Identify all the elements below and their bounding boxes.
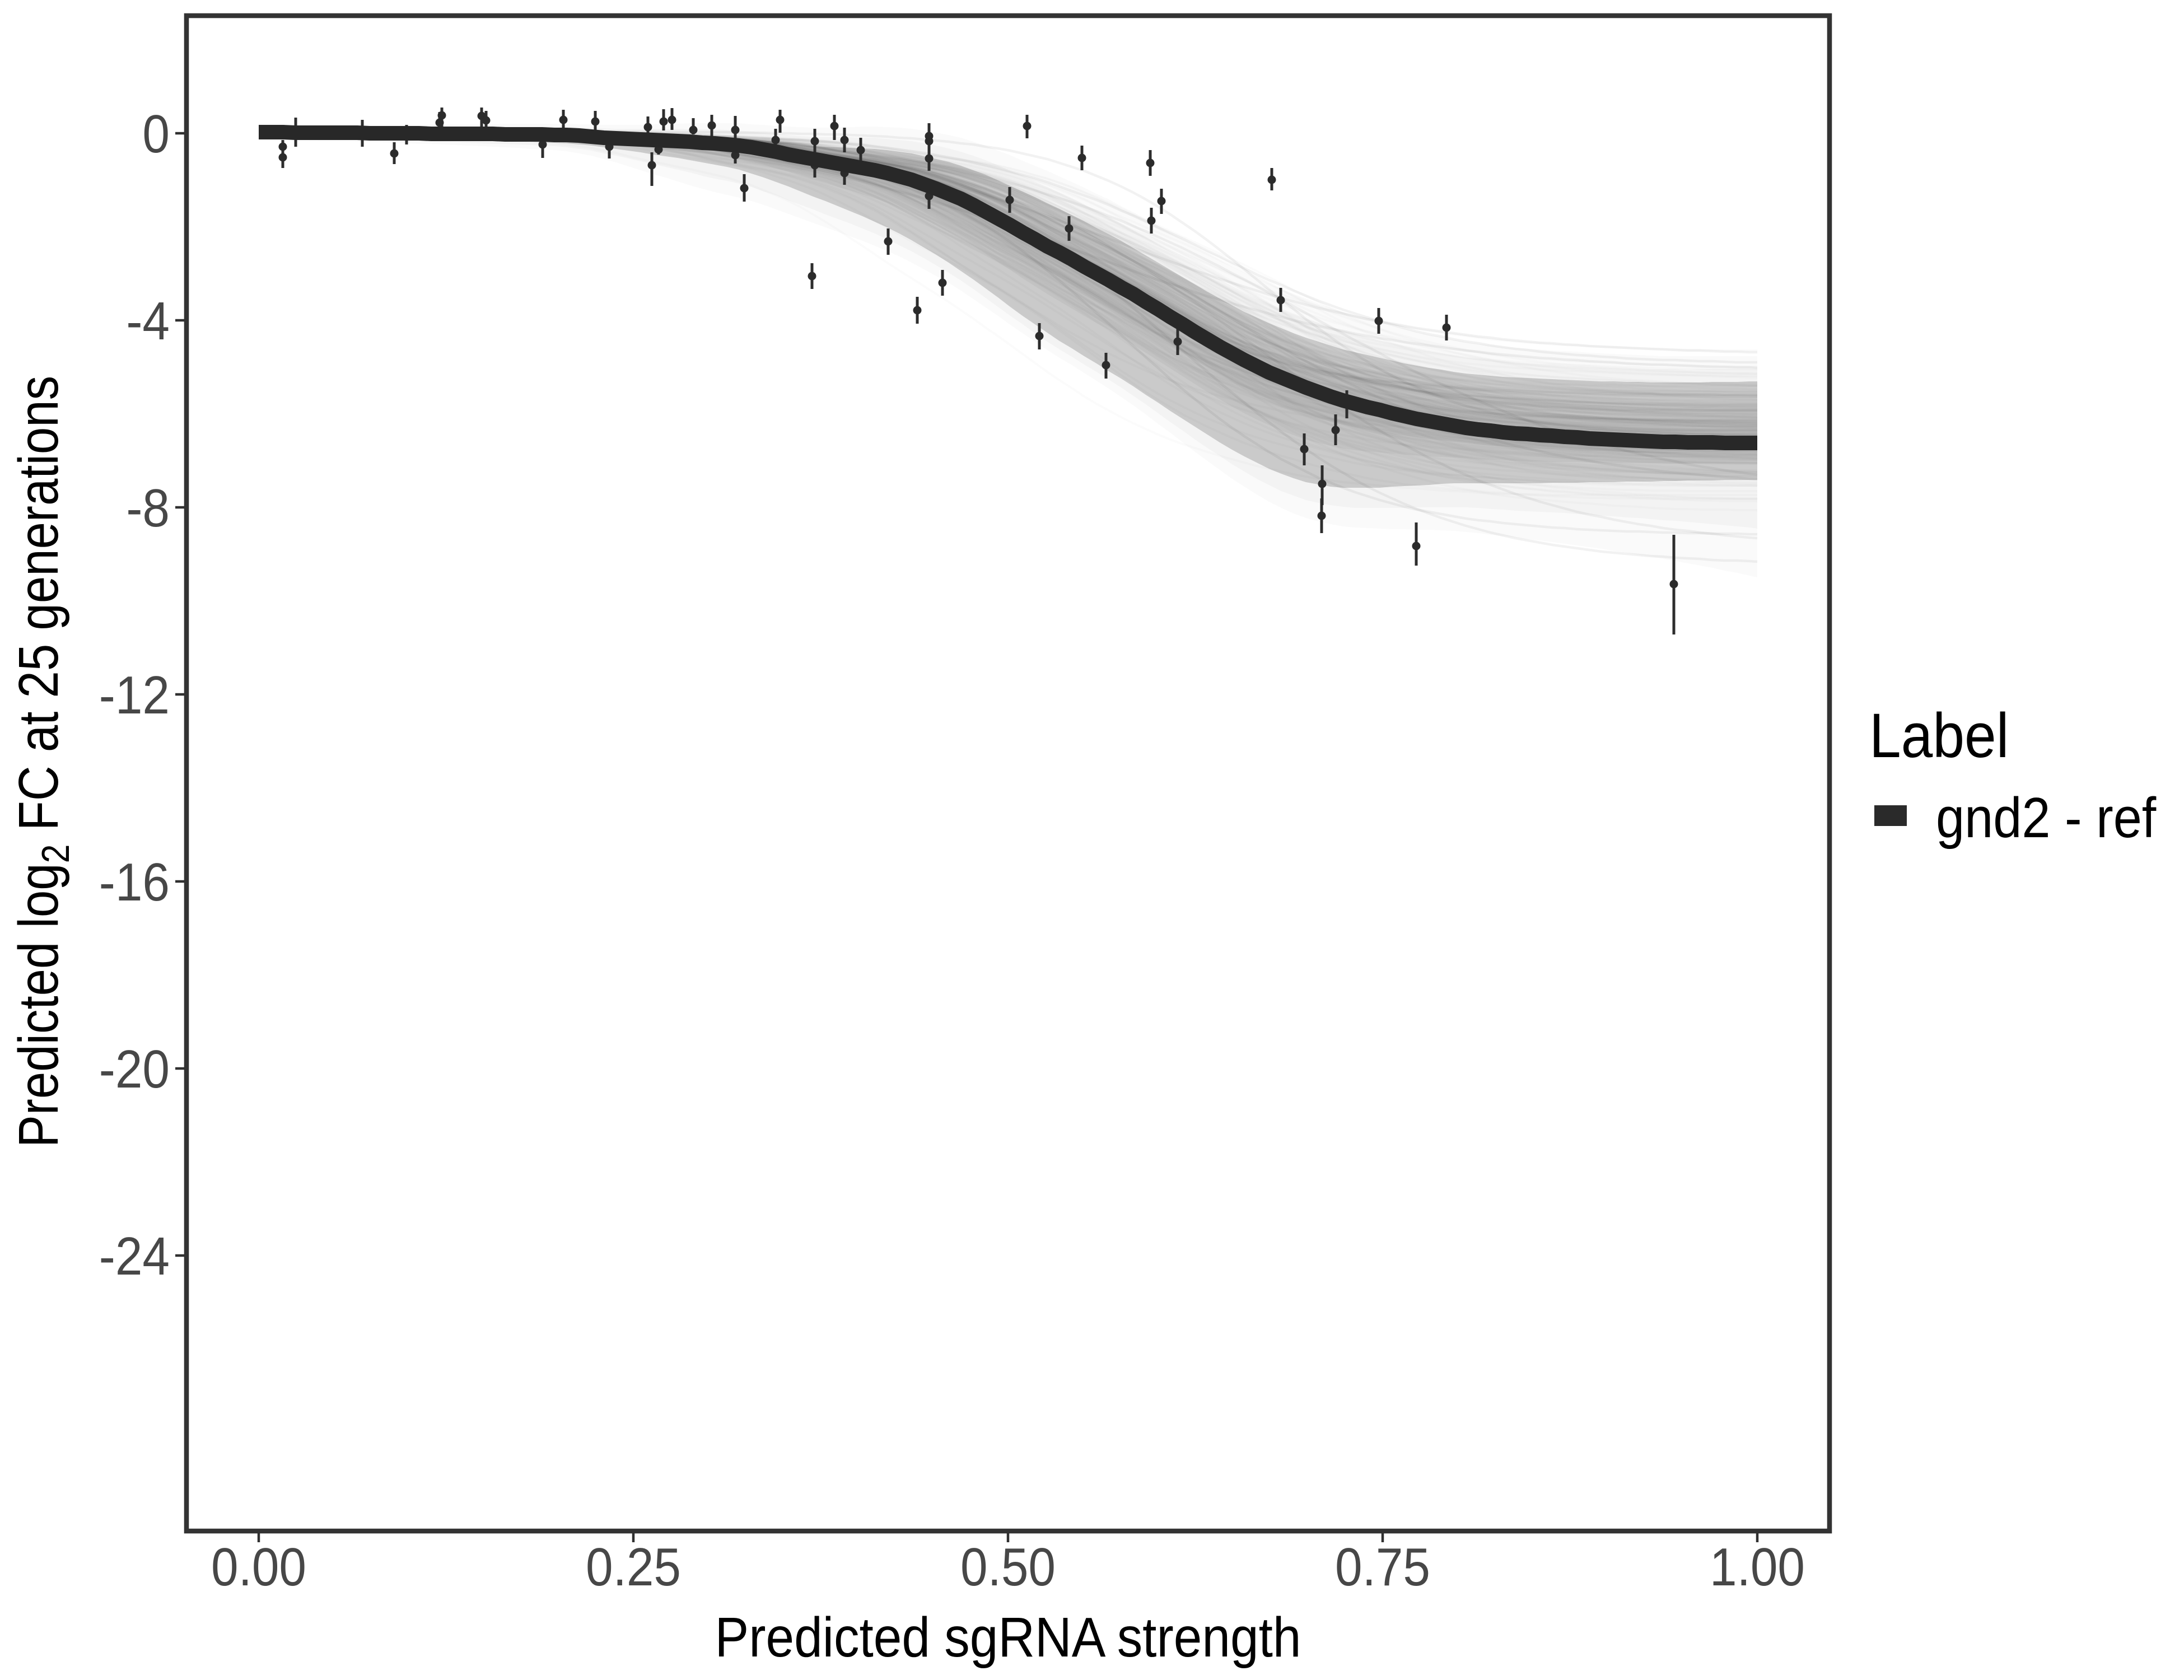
svg-text:-16: -16 xyxy=(99,852,170,912)
svg-text:0.25: 0.25 xyxy=(586,1537,681,1597)
svg-text:-12: -12 xyxy=(99,665,170,725)
svg-text:Predicted sgRNA strength: Predicted sgRNA strength xyxy=(715,1606,1301,1669)
svg-text:0.75: 0.75 xyxy=(1335,1537,1430,1597)
svg-text:-4: -4 xyxy=(126,291,170,351)
svg-text:gnd2 - ref: gnd2 - ref xyxy=(1936,787,2157,850)
svg-text:Label: Label xyxy=(1869,701,2009,771)
svg-text:-8: -8 xyxy=(126,478,170,538)
svg-text:0.00: 0.00 xyxy=(211,1537,306,1597)
svg-text:0: 0 xyxy=(142,104,170,164)
svg-text:-20: -20 xyxy=(99,1039,170,1099)
svg-text:Predicted log2 FC at 25 gener: Predicted log2 FC at 25 generations xyxy=(7,376,77,1147)
svg-text:-24: -24 xyxy=(99,1226,170,1286)
svg-text:0.50: 0.50 xyxy=(960,1537,1056,1597)
svg-text:1.00: 1.00 xyxy=(1710,1537,1805,1597)
